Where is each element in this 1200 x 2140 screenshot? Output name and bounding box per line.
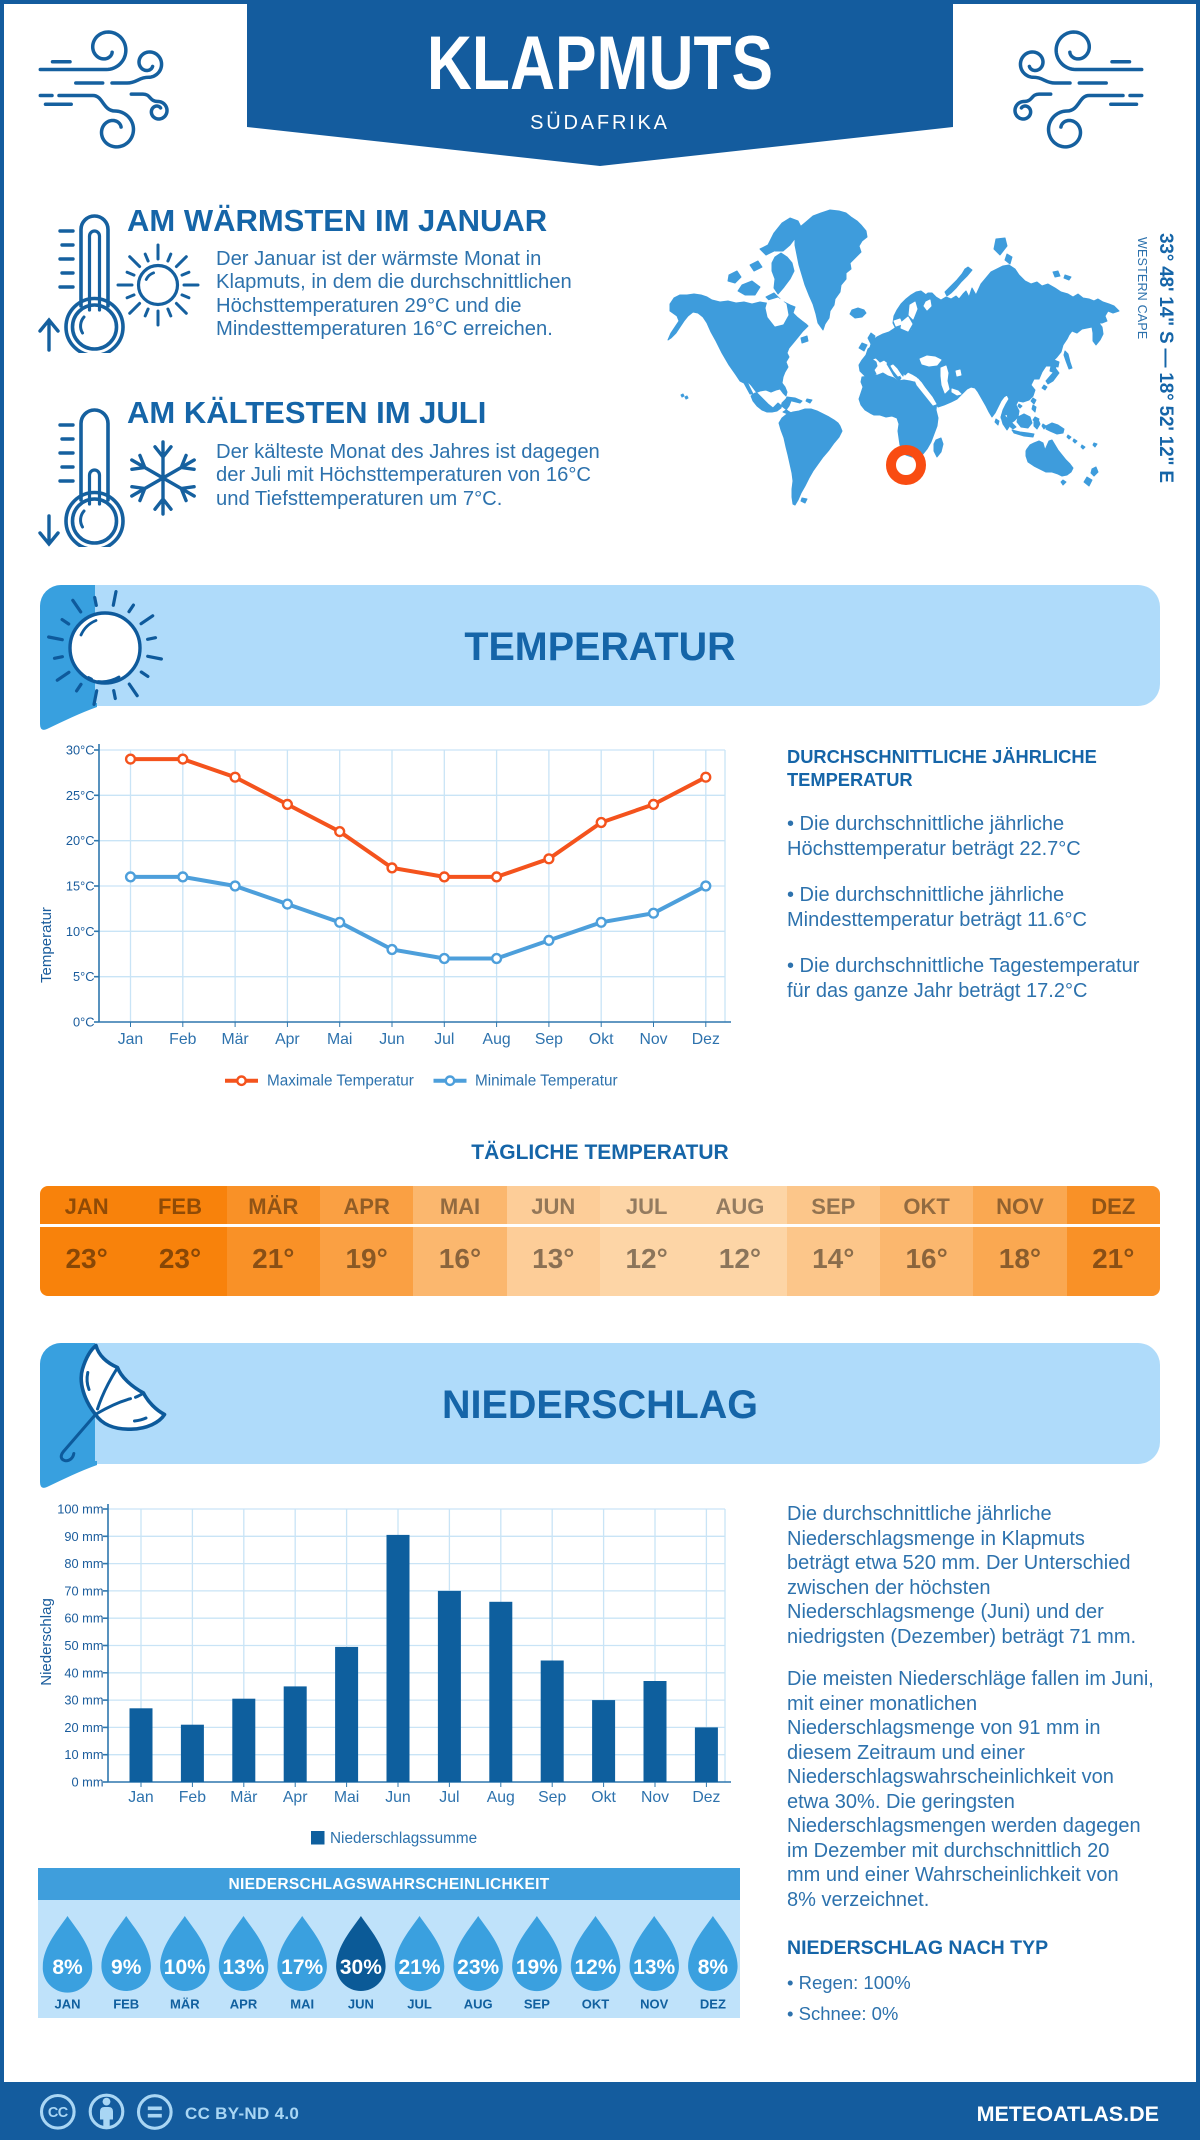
svg-text:10 mm: 10 mm xyxy=(64,1747,103,1762)
svg-text:25°C: 25°C xyxy=(66,788,95,803)
svg-text:NOV: NOV xyxy=(640,1997,669,2012)
svg-text:MÄR: MÄR xyxy=(170,1997,200,2012)
svg-text:Jul: Jul xyxy=(439,1789,459,1806)
svg-text:Jun: Jun xyxy=(379,1031,404,1048)
svg-text:FEB: FEB xyxy=(113,1997,139,2012)
svg-text:Niederschlagssumme: Niederschlagssumme xyxy=(330,1830,477,1847)
svg-text:Jan: Jan xyxy=(118,1031,143,1048)
svg-text:Mär: Mär xyxy=(221,1031,248,1048)
svg-text:30 mm: 30 mm xyxy=(64,1693,103,1708)
svg-text:Dez: Dez xyxy=(692,1031,720,1048)
svg-text:SEP: SEP xyxy=(524,1997,550,2012)
svg-text:Apr: Apr xyxy=(283,1789,308,1806)
svg-text:90 mm: 90 mm xyxy=(64,1529,103,1544)
svg-text:CC: CC xyxy=(48,2105,69,2121)
svg-text:Mai: Mai xyxy=(334,1789,359,1806)
svg-text:Niederschlag: Niederschlag xyxy=(38,1598,55,1686)
svg-text:40 mm: 40 mm xyxy=(64,1665,103,1680)
svg-text:JAN: JAN xyxy=(54,1997,80,2012)
svg-text:20 mm: 20 mm xyxy=(64,1720,103,1735)
svg-text:Okt: Okt xyxy=(591,1789,616,1806)
svg-text:15°C: 15°C xyxy=(66,879,95,894)
svg-text:MAI: MAI xyxy=(290,1997,314,2012)
svg-text:23%: 23% xyxy=(457,1956,499,1979)
svg-text:JUN: JUN xyxy=(348,1997,374,2012)
svg-text:Jul: Jul xyxy=(434,1031,454,1048)
svg-text:Jun: Jun xyxy=(385,1789,410,1806)
svg-text:0 mm: 0 mm xyxy=(72,1775,104,1790)
svg-text:Jan: Jan xyxy=(128,1789,153,1806)
svg-text:50 mm: 50 mm xyxy=(64,1638,103,1653)
svg-text:30%: 30% xyxy=(340,1956,382,1979)
svg-text:Temperatur: Temperatur xyxy=(38,907,55,983)
svg-text:Mär: Mär xyxy=(230,1789,257,1806)
svg-text:70 mm: 70 mm xyxy=(64,1583,103,1598)
svg-text:Feb: Feb xyxy=(179,1789,206,1806)
svg-text:Aug: Aug xyxy=(483,1031,511,1048)
svg-text:0°C: 0°C xyxy=(73,1015,94,1030)
svg-text:19%: 19% xyxy=(516,1956,558,1979)
svg-text:OKT: OKT xyxy=(582,1997,610,2012)
svg-text:12%: 12% xyxy=(574,1956,616,1979)
svg-text:13%: 13% xyxy=(633,1956,675,1979)
svg-text:Nov: Nov xyxy=(639,1031,667,1048)
svg-text:Feb: Feb xyxy=(169,1031,196,1048)
svg-text:60 mm: 60 mm xyxy=(64,1611,103,1626)
svg-text:21%: 21% xyxy=(398,1956,440,1979)
svg-text:5°C: 5°C xyxy=(73,969,94,984)
svg-text:13%: 13% xyxy=(222,1956,264,1979)
svg-text:Aug: Aug xyxy=(487,1789,515,1806)
svg-text:Nov: Nov xyxy=(641,1789,669,1806)
svg-text:Sep: Sep xyxy=(535,1031,563,1048)
svg-text:10°C: 10°C xyxy=(66,924,95,939)
svg-text:Dez: Dez xyxy=(692,1789,720,1806)
svg-text:APR: APR xyxy=(230,1997,258,2012)
svg-text:Maximale Temperatur: Maximale Temperatur xyxy=(267,1073,414,1090)
svg-text:Minimale Temperatur: Minimale Temperatur xyxy=(475,1073,618,1090)
svg-text:80 mm: 80 mm xyxy=(64,1556,103,1571)
svg-text:10%: 10% xyxy=(164,1956,206,1979)
svg-text:Mai: Mai xyxy=(327,1031,352,1048)
svg-text:30°C: 30°C xyxy=(66,743,95,758)
svg-text:JUL: JUL xyxy=(407,1997,432,2012)
svg-text:AUG: AUG xyxy=(464,1997,493,2012)
svg-text:20°C: 20°C xyxy=(66,833,95,848)
svg-text:Okt: Okt xyxy=(589,1031,614,1048)
svg-text:100 mm: 100 mm xyxy=(57,1502,103,1517)
svg-text:17%: 17% xyxy=(281,1956,323,1979)
svg-text:8%: 8% xyxy=(52,1956,83,1979)
svg-text:8%: 8% xyxy=(698,1956,729,1979)
svg-text:Sep: Sep xyxy=(538,1789,566,1806)
svg-text:DEZ: DEZ xyxy=(700,1997,726,2012)
svg-text:9%: 9% xyxy=(111,1956,142,1979)
svg-text:Apr: Apr xyxy=(275,1031,300,1048)
